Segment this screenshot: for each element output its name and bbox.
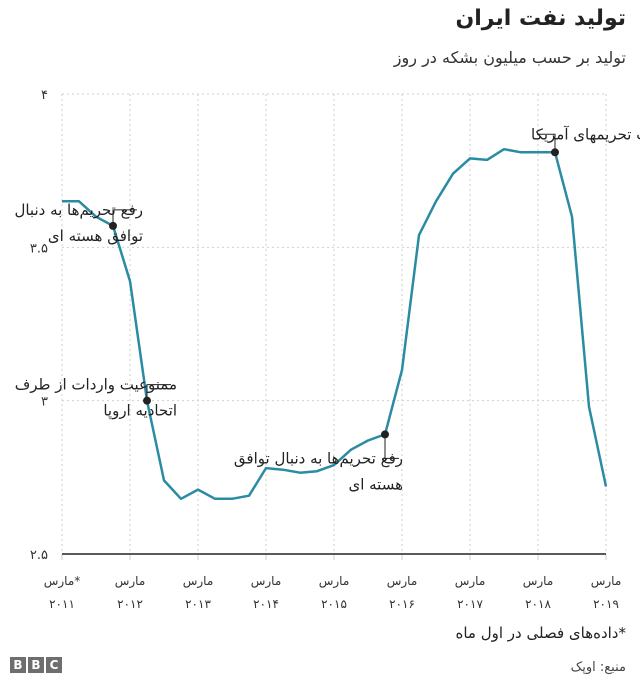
chart-title: تولید نفت ایران (455, 6, 626, 31)
y-tick-label: ۳.۵ (30, 241, 48, 256)
annotation-marker (109, 221, 117, 230)
x-tick-label: ۲۰۱۸ (525, 597, 551, 611)
footnote: *داده‌های فصلی در اول ماه (455, 624, 626, 642)
x-tick-label: مارس (115, 574, 146, 589)
logo-letter: B (28, 657, 44, 673)
annotation-label: توافق هسته ای (48, 227, 143, 245)
annotation: بازگشت تحریمهای آمریکا (531, 125, 640, 157)
x-tick-label: مارس (455, 574, 486, 589)
x-tick-label: ۲۰۱۶ (389, 597, 415, 611)
annotation-marker (551, 148, 559, 157)
annotation-leader (146, 384, 171, 401)
annotation-marker (381, 430, 389, 439)
x-tick-label: ۲۰۱۵ (321, 597, 347, 611)
production-line (62, 147, 608, 501)
x-tick-label: مارس (319, 574, 350, 589)
x-tick-label: ۲۰۱۲ (117, 597, 143, 611)
x-tick-label: مارس (251, 574, 282, 589)
x-tick-label: مارس (183, 574, 214, 589)
x-tick-label: ۲۰۱۳ (185, 597, 211, 611)
annotation-leader (112, 209, 137, 226)
x-tick-label: مارس (591, 574, 622, 589)
annotation-marker (143, 396, 151, 405)
y-tick-label: ۳ (41, 395, 48, 410)
x-tick-label: ۲۰۱۱ (49, 597, 75, 611)
source-label: منبع: اوپک (570, 660, 626, 675)
logo-letter: B (10, 657, 26, 673)
annotation-label: رفع تحریم‌ها به دنبال (14, 201, 143, 219)
annotation: رفع تحریم‌ها به دنبال توافق هسته ای (14, 201, 143, 245)
annotation-leader (537, 133, 556, 153)
x-tick-label: مارس (523, 574, 554, 589)
annotation: ممنوعیت واردات از طرف اتحادیه اروپا (15, 376, 177, 421)
x-tick-label: مارس* (44, 574, 81, 589)
annotation: رفع تحریم‌ها به دنبال توافق هسته ای (234, 430, 403, 493)
bbc-logo: B B C (10, 657, 62, 673)
chart-subtitle: تولید بر حسب میلیون بشکه در روز (393, 48, 626, 67)
x-tick-label: ۲۰۱۷ (457, 597, 483, 611)
annotation-label: رفع تحریم‌ها به دنبال توافق (234, 449, 403, 467)
annotation-leader (384, 434, 399, 459)
oil-production-chart: مارس* ۲۰۱۱ مارس ۲۰۱۲ مارس ۲۰۱۳ مارس ۲۰۱۴ مارس ۲۰۱… (14, 88, 640, 611)
annotation-label: بازگشت تحریمهای آمریکا (531, 125, 640, 143)
annotation-label: هسته ای (348, 475, 403, 493)
y-tick-label: ۲.۵ (30, 548, 48, 563)
annotation-label: اتحادیه اروپا (103, 402, 177, 421)
x-tick-label: ۲۰۱۴ (253, 597, 279, 611)
y-tick-label: ۴ (41, 88, 48, 103)
annotation-label: ممنوعیت واردات از طرف (15, 376, 177, 394)
logo-letter: C (46, 657, 62, 673)
x-tick-label: ۲۰۱۹ (593, 597, 619, 611)
x-tick-label: مارس (387, 574, 418, 589)
